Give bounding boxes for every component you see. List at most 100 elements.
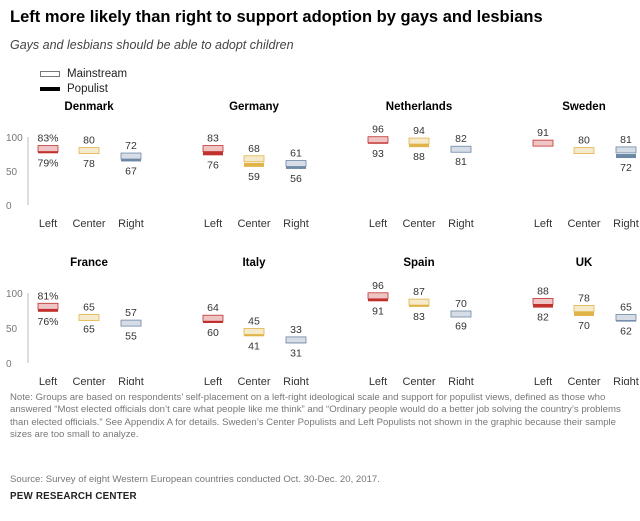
category-label-right: Right bbox=[283, 376, 309, 385]
mark-mainstream-spain-right bbox=[450, 310, 472, 318]
category-label-center: Center bbox=[72, 376, 105, 385]
country-title-uk: UK bbox=[576, 257, 593, 269]
mark-mainstream-netherlands-left bbox=[367, 136, 389, 144]
mark-mainstream-germany-right bbox=[285, 160, 307, 167]
note-text: Note: Groups are based on respondents’ s… bbox=[10, 392, 621, 440]
category-label-right: Right bbox=[448, 218, 474, 230]
legend-item-mainstream: Mainstream bbox=[40, 66, 127, 81]
data-label-populist: 82 bbox=[537, 312, 549, 324]
category-label-right: Right bbox=[118, 376, 144, 385]
data-label-populist: 55 bbox=[125, 331, 137, 343]
country-title-germany: Germany bbox=[229, 101, 279, 113]
chart-panels: Denmark 0 50 100 83% 79% Left 80 78 Center 72 67 Rig… bbox=[6, 101, 639, 385]
legend: Mainstream Populist bbox=[40, 66, 127, 96]
mark-populist-france-left bbox=[38, 307, 58, 312]
chart-note: Note: Groups are based on respondents’ s… bbox=[10, 392, 632, 441]
legend-label-mainstream: Mainstream bbox=[67, 67, 128, 80]
y-tick-label: 0 bbox=[6, 359, 12, 370]
mark-populist-uk-center bbox=[574, 312, 594, 316]
data-label-populist: 62 bbox=[620, 326, 632, 338]
y-tick-label: 50 bbox=[6, 167, 18, 178]
mark-mainstream-sweden-center bbox=[573, 147, 595, 154]
category-label-left: Left bbox=[369, 218, 387, 230]
country-title-france: France bbox=[70, 257, 108, 269]
mark-mainstream-france-right bbox=[120, 319, 142, 327]
data-label-mainstream: 96 bbox=[372, 280, 384, 292]
country-title-netherlands: Netherlands bbox=[386, 101, 452, 113]
mark-mainstream-uk-center bbox=[573, 304, 595, 312]
data-label-mainstream: 81 bbox=[620, 134, 632, 146]
mark-populist-spain-left bbox=[368, 297, 388, 302]
data-label-mainstream: 88 bbox=[537, 285, 549, 297]
data-label-populist: 59 bbox=[248, 171, 260, 183]
category-label-right: Right bbox=[613, 218, 639, 230]
data-label-populist: 65 bbox=[83, 324, 95, 336]
category-label-center: Center bbox=[402, 376, 435, 385]
mark-mainstream-denmark-center bbox=[78, 147, 100, 154]
category-label-right: Right bbox=[448, 376, 474, 385]
data-label-mainstream: 94 bbox=[413, 125, 425, 137]
data-label-populist: 91 bbox=[372, 305, 384, 317]
category-label-left: Left bbox=[204, 218, 222, 230]
legend-swatch-populist bbox=[40, 86, 60, 91]
data-label-mainstream: 96 bbox=[372, 124, 384, 136]
data-label-mainstream: 91 bbox=[537, 127, 549, 139]
mark-mainstream-netherlands-center bbox=[408, 137, 430, 145]
data-label-mainstream: 61 bbox=[290, 148, 302, 160]
mark-mainstream-netherlands-right bbox=[450, 145, 472, 153]
category-label-left: Left bbox=[534, 376, 552, 385]
data-label-mainstream: 87 bbox=[413, 286, 425, 298]
legend-swatch-mainstream bbox=[40, 70, 60, 77]
mark-mainstream-spain-left bbox=[367, 292, 389, 300]
chart-source: Source: Survey of eight Western European… bbox=[10, 474, 380, 485]
mark-populist-sweden-right bbox=[616, 154, 636, 159]
category-label-left: Left bbox=[534, 218, 552, 230]
category-label-left: Left bbox=[39, 376, 57, 385]
data-label-populist: 70 bbox=[578, 320, 590, 332]
y-tick-label: 100 bbox=[6, 133, 23, 144]
data-label-mainstream: 83% bbox=[37, 133, 58, 145]
mark-mainstream-uk-right bbox=[615, 314, 637, 321]
data-label-populist: 60 bbox=[207, 327, 219, 339]
mark-mainstream-uk-left bbox=[532, 297, 554, 305]
data-label-mainstream: 68 bbox=[248, 143, 260, 155]
category-label-right: Right bbox=[613, 376, 639, 385]
y-tick-label: 100 bbox=[6, 289, 23, 300]
data-label-mainstream: 65 bbox=[83, 302, 95, 314]
data-label-populist: 76 bbox=[207, 159, 219, 171]
data-label-mainstream: 33 bbox=[290, 324, 302, 336]
mark-mainstream-denmark-left bbox=[37, 145, 59, 152]
mark-mainstream-italy-center bbox=[243, 328, 265, 335]
data-label-populist: 83 bbox=[413, 311, 425, 323]
category-label-right: Right bbox=[283, 218, 309, 230]
data-label-populist: 78 bbox=[83, 158, 95, 170]
data-label-populist: 67 bbox=[125, 165, 137, 177]
data-label-mainstream: 57 bbox=[125, 307, 137, 319]
category-label-center: Center bbox=[72, 218, 105, 230]
data-label-populist: 76% bbox=[37, 316, 58, 328]
mark-populist-germany-right bbox=[286, 164, 306, 169]
data-label-mainstream: 78 bbox=[578, 292, 590, 304]
category-label-left: Left bbox=[369, 376, 387, 385]
data-label-mainstream: 81% bbox=[37, 290, 58, 302]
country-title-denmark: Denmark bbox=[64, 101, 114, 113]
category-label-right: Right bbox=[118, 218, 144, 230]
mark-mainstream-france-left bbox=[37, 302, 59, 310]
legend-item-populist: Populist bbox=[40, 81, 127, 96]
category-label-left: Left bbox=[204, 376, 222, 385]
mark-populist-denmark-right bbox=[121, 157, 141, 162]
category-label-left: Left bbox=[39, 218, 57, 230]
mark-mainstream-sweden-left bbox=[532, 139, 554, 147]
mark-mainstream-germany-left bbox=[202, 145, 224, 152]
data-label-populist: 81 bbox=[455, 156, 467, 168]
data-label-mainstream: 83 bbox=[207, 133, 219, 145]
mark-mainstream-denmark-right bbox=[120, 152, 142, 160]
mark-populist-germany-center bbox=[244, 162, 264, 167]
country-title-sweden: Sweden bbox=[562, 101, 605, 113]
mark-mainstream-italy-left bbox=[202, 314, 224, 322]
data-label-populist: 41 bbox=[248, 340, 260, 352]
mark-mainstream-spain-center bbox=[408, 298, 430, 306]
y-tick-label: 50 bbox=[6, 324, 18, 335]
mark-populist-uk-left bbox=[533, 303, 553, 308]
mark-populist-netherlands-center bbox=[409, 143, 429, 148]
